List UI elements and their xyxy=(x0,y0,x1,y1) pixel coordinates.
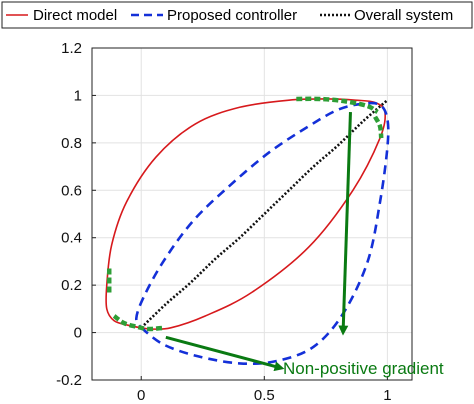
grid xyxy=(92,47,412,381)
legend-label-direct-model: Direct model xyxy=(33,7,117,24)
plot-background xyxy=(92,48,412,380)
y-tick-label: 0.8 xyxy=(61,135,82,152)
x-tick-label: 0 xyxy=(137,387,145,404)
plot-frame xyxy=(91,47,413,381)
legend-box xyxy=(1,1,473,29)
series-proposed-controller xyxy=(135,101,390,366)
legend-label-proposed-controller: Proposed controller xyxy=(167,7,297,24)
legend-label-overall-system: Overall system xyxy=(354,7,453,24)
annotation-layer: Non-positive gradient xyxy=(165,111,444,378)
legend: Direct model Proposed controller Overall… xyxy=(1,1,473,29)
y-tick-label: 0.6 xyxy=(61,182,82,199)
y-tick-label: 0.2 xyxy=(61,277,82,294)
y-tick-label: 0 xyxy=(74,325,82,342)
highlight-layer xyxy=(106,96,384,332)
y-tick-label: 0.4 xyxy=(61,230,82,247)
series-overall-system xyxy=(140,99,389,329)
highlight-segment-2 xyxy=(296,96,379,114)
highlight-segment-3 xyxy=(373,115,384,139)
y-tick-label: 1 xyxy=(74,87,82,104)
x-tick-label: 0.5 xyxy=(254,387,275,404)
x-tick-label: 1 xyxy=(383,387,391,404)
annotation-text: Non-positive gradient xyxy=(283,359,444,378)
annotation-arrow-1 xyxy=(165,335,285,372)
annotation-arrow-0 xyxy=(338,111,352,336)
y-tick-label: 1.2 xyxy=(61,40,82,57)
y-tick-label: -0.2 xyxy=(56,372,82,389)
axes: 0 0.5 1 -0.2 0 0.2 0.4 0.6 0.8 1 1.2 xyxy=(56,40,413,404)
